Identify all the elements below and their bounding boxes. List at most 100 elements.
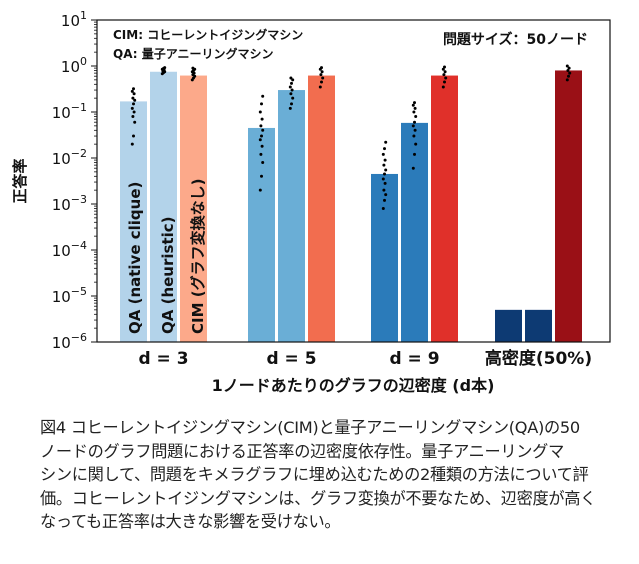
trial-point — [288, 85, 292, 89]
figure-caption: 図4 コヒーレントイジングマシン(CIM)と量子アニーリングマシン(QA)の50… — [40, 416, 630, 534]
trial-point — [383, 172, 386, 176]
trial-point — [413, 120, 416, 124]
trial-point — [414, 114, 418, 118]
trial-point — [261, 94, 265, 98]
trial-point — [412, 110, 416, 114]
trial-point — [261, 128, 265, 132]
trial-point — [289, 92, 293, 96]
y-tick-label: 10−3 — [52, 193, 87, 214]
trial-point — [383, 181, 387, 185]
bar-3-2 — [401, 122, 428, 342]
trial-point — [288, 106, 292, 110]
trial-point — [442, 73, 446, 77]
trial-point — [382, 188, 386, 192]
trial-point — [411, 103, 415, 107]
y-tick-label: 100 — [61, 55, 87, 76]
trial-point — [441, 67, 445, 71]
y-axis-label: 正答率 — [11, 158, 29, 203]
trial-point — [413, 101, 416, 105]
trial-point — [321, 76, 325, 80]
series-label-qa-native: QA (native clique) — [126, 182, 144, 334]
trial-point — [132, 102, 135, 106]
x-axis: d = 3 d = 5 d = 9 高密度(50%) — [138, 348, 592, 369]
trial-point — [382, 163, 386, 167]
bars-layer — [120, 70, 582, 343]
trial-point — [413, 152, 416, 156]
trial-point — [260, 134, 263, 138]
trial-point — [260, 174, 263, 178]
bar-1-2 — [150, 71, 177, 342]
x-tick-label: d = 9 — [389, 349, 439, 369]
y-tick-label: 10−6 — [52, 331, 87, 352]
trial-point — [260, 102, 263, 106]
trial-point — [443, 70, 447, 74]
bar-3-1 — [371, 173, 398, 342]
trial-point — [290, 81, 293, 85]
trial-point — [132, 110, 136, 114]
trial-point — [130, 142, 134, 146]
trial-point — [289, 76, 293, 80]
bar-4-1 — [495, 309, 522, 342]
bar-3-3 — [431, 75, 458, 342]
y-tick-label: 101 — [61, 9, 87, 30]
trial-point — [259, 152, 263, 156]
trial-point — [319, 73, 323, 77]
trial-point — [130, 106, 134, 110]
trial-point — [441, 85, 445, 89]
trial-point — [320, 70, 324, 74]
trial-point — [383, 158, 387, 162]
trial-point — [565, 64, 569, 68]
trial-point — [381, 206, 385, 210]
trial-point — [411, 166, 415, 170]
bar-1-3 — [180, 75, 207, 342]
trial-point — [318, 85, 322, 89]
trial-point — [444, 76, 448, 80]
plot-frame — [96, 19, 611, 343]
y-tick-label: 10−2 — [52, 147, 87, 168]
trial-point — [132, 134, 135, 138]
trial-point — [258, 188, 262, 192]
trial-point — [412, 134, 416, 138]
trial-point — [414, 142, 418, 146]
trial-point — [191, 66, 195, 70]
trial-point — [566, 68, 570, 72]
trial-point — [131, 96, 135, 100]
trial-point — [320, 66, 323, 70]
x-tick-label: 高密度(50%) — [485, 348, 592, 369]
trial-point — [259, 124, 263, 128]
trial-point — [384, 168, 388, 172]
trial-point — [290, 102, 293, 106]
trial-point — [413, 106, 417, 110]
trial-point — [384, 193, 388, 197]
trial-point — [290, 88, 294, 92]
trial-point — [261, 160, 265, 164]
trial-point — [383, 147, 386, 151]
trial-point — [381, 177, 385, 181]
bar-2-1 — [248, 127, 275, 342]
trial-point — [130, 89, 134, 93]
bar-2-2 — [278, 90, 305, 342]
trial-point — [320, 80, 323, 84]
points-layer — [130, 64, 572, 210]
legend-entry-qa: QA: 量子アニーリングマシン — [113, 46, 273, 61]
trial-point — [413, 128, 417, 132]
x-tick-label: d = 3 — [138, 349, 188, 369]
trial-point — [381, 152, 385, 156]
trial-point — [411, 124, 415, 128]
legend-entry-cim: CIM: コヒーレントイジングマシン — [113, 27, 303, 42]
trial-point — [291, 78, 295, 82]
problem-size-annotation: 問題サイズ：50ノード — [443, 31, 588, 48]
caption-line: ノードのグラフ問題における正答率の辺密度依存性。量子アニーリングマ — [40, 441, 564, 461]
y-tick-label: 10−1 — [52, 101, 87, 122]
trial-point — [163, 66, 167, 70]
caption-line: なっても正答率は大きな影響を受けない。 — [40, 512, 341, 531]
trial-point — [443, 65, 446, 69]
trial-point — [565, 78, 569, 82]
trial-point — [384, 140, 388, 144]
trial-point — [568, 71, 572, 75]
trial-point — [260, 117, 264, 121]
bar-1-1 — [120, 101, 147, 342]
trial-point — [133, 98, 137, 102]
x-tick-label: d = 5 — [266, 349, 316, 369]
